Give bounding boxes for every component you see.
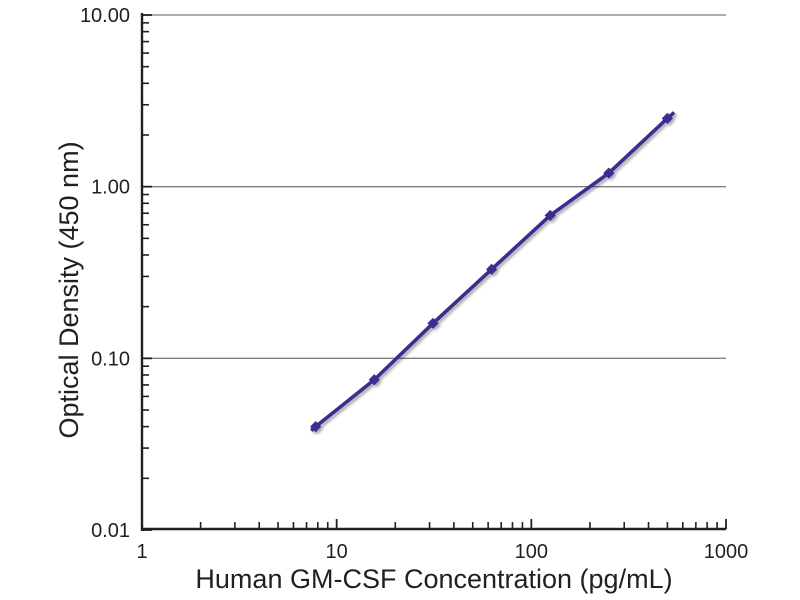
y-axis-title: Optical Density (450 nm): [54, 141, 84, 438]
y-tick-label: 0.10: [91, 348, 130, 370]
series-group: [309, 111, 676, 433]
gridlines: [142, 14, 726, 359]
x-tick-label: 100: [515, 541, 548, 563]
x-axis-title: Human GM-CSF Concentration (pg/mL): [195, 564, 672, 594]
data-series: [309, 111, 676, 433]
y-tick-label: 1.00: [91, 177, 130, 199]
data-point-marker: [310, 421, 322, 433]
data-point-marker: [427, 317, 439, 329]
y-tick-label: 10.00: [80, 5, 130, 27]
y-tick-label: 0.01: [91, 520, 130, 542]
data-point-marker: [661, 112, 673, 124]
x-tick-label: 10: [326, 541, 348, 563]
data-point-marker: [368, 374, 380, 386]
axis-ticks: [141, 14, 727, 531]
axes: [140, 13, 726, 531]
data-point-marker: [603, 167, 615, 179]
data-point-marker: [544, 209, 556, 222]
tick-labels: 1 10 100 1000 0.01 0.10 1.00 10.00: [80, 5, 748, 563]
x-tick-label: 1000: [704, 541, 749, 563]
x-tick-label: 1: [136, 541, 147, 563]
data-point-marker: [485, 263, 498, 275]
